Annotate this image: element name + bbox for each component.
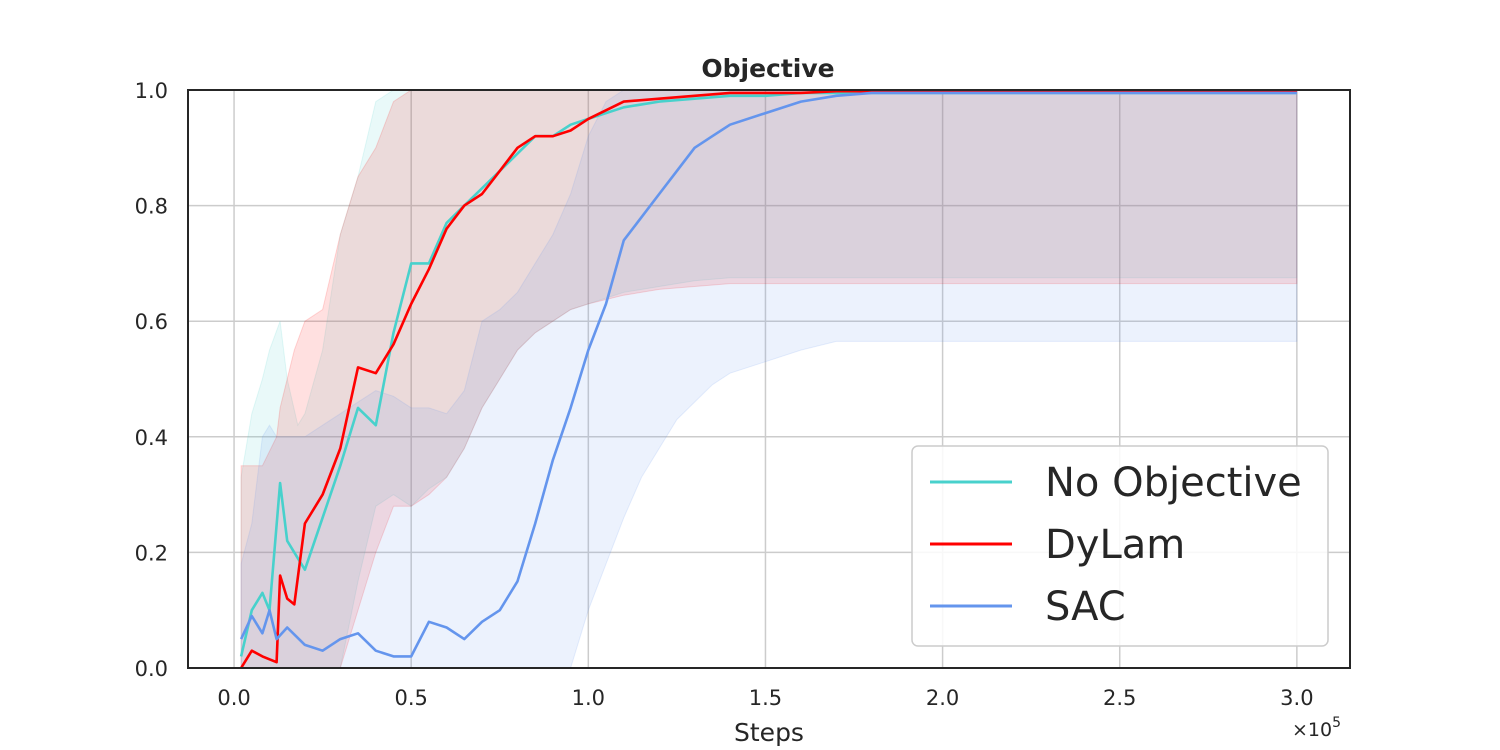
x-tick-label: 2.0 <box>926 686 959 710</box>
y-tick-label: 1.0 <box>135 79 168 103</box>
series-line-dylam <box>239 90 1297 668</box>
y-tick-label: 0.0 <box>135 657 168 681</box>
legend-label-no-objective: No Objective <box>1045 460 1302 506</box>
chart-title: Objective <box>701 54 834 83</box>
x-scale-base: ×10 <box>1292 719 1332 741</box>
x-tick-label: 1.0 <box>572 686 605 710</box>
band-sac <box>240 90 1298 668</box>
x-tick-label: 3.0 <box>1280 686 1313 710</box>
y-tick-label: 0.4 <box>135 426 168 450</box>
band-no-objective <box>240 90 1298 668</box>
plot-frame <box>187 89 1351 669</box>
x-tick-label: 2.5 <box>1103 686 1136 710</box>
confidence-bands <box>240 90 1298 668</box>
legend-box <box>911 445 1329 647</box>
y-tick-label: 0.6 <box>135 310 168 334</box>
x-axis-label: Steps <box>734 718 804 747</box>
band-dylam <box>240 90 1298 668</box>
legend-label-dylam: DyLam <box>1045 522 1185 568</box>
x-tick-label: 1.5 <box>749 686 782 710</box>
series-lines <box>239 90 1297 668</box>
x-tick-label: 0.0 <box>217 686 250 710</box>
legend-label-sac: SAC <box>1045 584 1126 630</box>
y-tick-label: 0.8 <box>135 195 168 219</box>
x-scale-exponent: 5 <box>1332 715 1341 731</box>
y-tick-label: 0.2 <box>135 541 168 565</box>
legend: No Objective DyLam SAC <box>911 445 1329 647</box>
x-scale-multiplier: ×105 <box>1292 715 1341 741</box>
x-tick-label: 0.5 <box>394 686 427 710</box>
x-tick-labels: 0.0 0.5 1.0 1.5 2.0 2.5 3.0 <box>217 686 1313 710</box>
series-line-sac <box>239 91 1297 658</box>
y-tick-labels: 0.0 0.2 0.4 0.6 0.8 1.0 <box>135 79 168 681</box>
